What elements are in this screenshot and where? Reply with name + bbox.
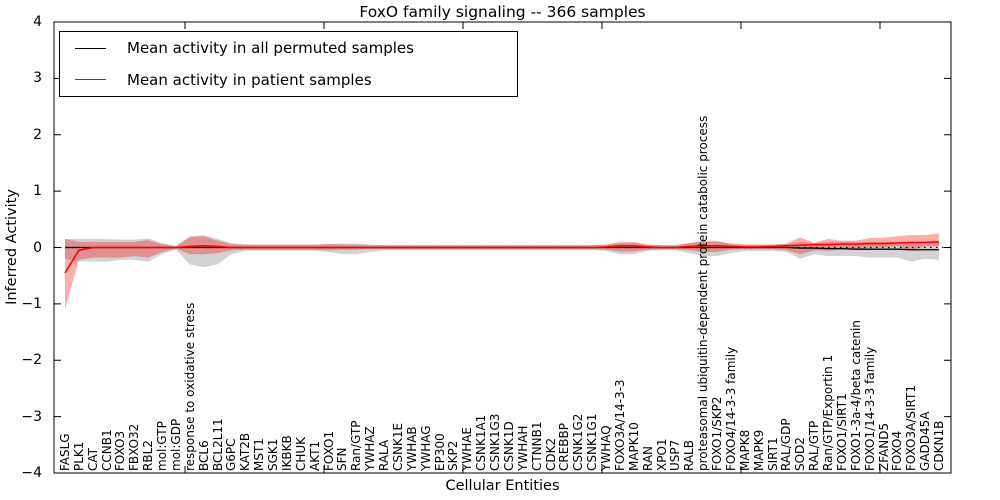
- x-category-label: MST1: [252, 438, 267, 471]
- x-category-label: FOXO1-3a-4/beta catenin: [848, 320, 863, 471]
- x-category-label: Ran/GTP: [349, 420, 364, 471]
- y-tick-label: −1: [21, 295, 42, 312]
- y-axis-label: Inferred Activity: [4, 189, 20, 305]
- x-category-label: AKT1: [307, 440, 322, 471]
- x-category-label: FOXO3A/14-3-3: [612, 379, 627, 471]
- legend-label-permuted: Mean activity in all permuted samples: [127, 39, 414, 58]
- x-category-label: proteasomal ubiquitin-dependent protein …: [696, 115, 711, 471]
- x-category-label: PLK1: [71, 441, 86, 471]
- x-category-label: CSNK1G3: [488, 413, 503, 471]
- x-category-label: FOXO3A/SIRT1: [904, 385, 919, 471]
- legend-item-permuted: Mean activity in all permuted samples: [60, 33, 517, 63]
- legend: Mean activity in all permuted samples Me…: [59, 31, 518, 97]
- x-category-label: CAT: [85, 448, 100, 471]
- x-category-label: FASLG: [58, 433, 72, 471]
- x-category-label: MAPK9: [751, 429, 766, 471]
- chart-title: FoxO family signaling -- 366 samples: [359, 3, 646, 21]
- legend-line-black-icon: [75, 47, 106, 49]
- x-category-label: BCL6: [196, 440, 211, 471]
- y-tick-label: −3: [21, 408, 42, 425]
- mean-activity-in-patient-samples-line: [64, 241, 940, 274]
- x-category-label: FOXO1/14-3-3 family: [862, 346, 877, 471]
- x-category-label: SIRT1: [765, 437, 780, 471]
- x-category-label: MAPK10: [626, 422, 641, 471]
- x-category-label: SKP2: [446, 440, 461, 471]
- x-category-label: FOXO3: [113, 430, 128, 471]
- y-tick-label: 3: [33, 70, 42, 87]
- x-category-label: CDK2: [543, 437, 558, 471]
- x-category-label: EP300: [432, 433, 447, 471]
- x-category-label: XPO1: [654, 438, 669, 471]
- x-category-label: YWHAH: [515, 425, 530, 471]
- x-category-label: CSNK1A1: [474, 414, 489, 471]
- y-tick-label: −4: [21, 465, 42, 481]
- x-category-label: RAN: [640, 445, 655, 471]
- x-category-label: CTNNB1: [529, 421, 544, 471]
- x-category-label: SGK1: [266, 438, 281, 471]
- x-category-label: SOD2: [793, 437, 808, 471]
- x-category-label: Ran/GTP/Exportin 1: [821, 354, 836, 471]
- x-category-label: FBXO32: [127, 423, 142, 471]
- x-category-label: RAL/GDP: [779, 418, 794, 471]
- x-category-label: FOXO4: [890, 430, 905, 471]
- y-tick-label: 1: [33, 183, 42, 200]
- x-category-label: CDKN1B: [932, 420, 946, 471]
- x-category-label: FOXO1/SIRT1: [834, 393, 849, 471]
- x-category-label: FOXO1: [321, 430, 336, 471]
- y-tick-label: −2: [21, 352, 42, 369]
- x-category-label: KAT2B: [238, 432, 253, 471]
- x-category-label: CCNB1: [99, 429, 114, 471]
- x-category-label: CSNK1D: [501, 421, 516, 471]
- x-category-label: FOXO1/SKP2: [710, 396, 725, 471]
- x-category-label: ZFAND5: [876, 422, 891, 471]
- patient-samples-confidence-band: [65, 233, 939, 310]
- legend-line-red-icon: [75, 79, 106, 81]
- x-category-label: CSNK1E: [390, 422, 405, 471]
- x-category-label: mol:GDP: [168, 418, 183, 471]
- x-category-label: G6PC: [224, 438, 239, 471]
- y-tick-label: 4: [33, 14, 42, 30]
- x-category-label: RALA: [377, 439, 392, 471]
- x-category-label: SFN: [335, 447, 350, 472]
- x-category-label: YWHAG: [418, 425, 433, 471]
- x-category-label: RBL2: [141, 440, 156, 471]
- x-category-label: RAL/GTP: [807, 420, 822, 471]
- x-category-label: FOXO4/14-3-3 family: [723, 346, 738, 471]
- x-category-label: YWHAQ: [599, 425, 614, 471]
- legend-item-patient: Mean activity in patient samples: [60, 65, 517, 95]
- x-category-label: response to oxidative stress: [182, 302, 197, 471]
- permuted-samples-confidence-band: [65, 235, 939, 268]
- x-category-label: YWHAE: [460, 426, 475, 471]
- x-category-label: IKBKB: [279, 435, 294, 471]
- x-category-label: USP7: [668, 439, 683, 471]
- x-category-label: YWHAZ: [363, 426, 378, 471]
- x-category-label: BCL2L11: [210, 418, 225, 471]
- y-tick-label: 2: [33, 126, 42, 143]
- x-category-label: RALB: [682, 440, 697, 471]
- x-category-label: mol:GTP: [155, 421, 170, 471]
- x-category-label: YWHAB: [404, 426, 419, 471]
- x-category-label: CSNK1G2: [571, 413, 586, 471]
- legend-label-patient: Mean activity in patient samples: [127, 70, 372, 89]
- y-tick-label: 0: [33, 239, 42, 256]
- x-category-label: CREBBP: [557, 423, 572, 471]
- x-category-label: GADD45A: [918, 411, 933, 471]
- x-category-label: MAPK8: [737, 429, 752, 471]
- x-category-label: CHUK: [293, 436, 308, 471]
- x-axis-label: Cellular Entities: [445, 478, 560, 494]
- x-category-label: CSNK1G1: [585, 413, 600, 471]
